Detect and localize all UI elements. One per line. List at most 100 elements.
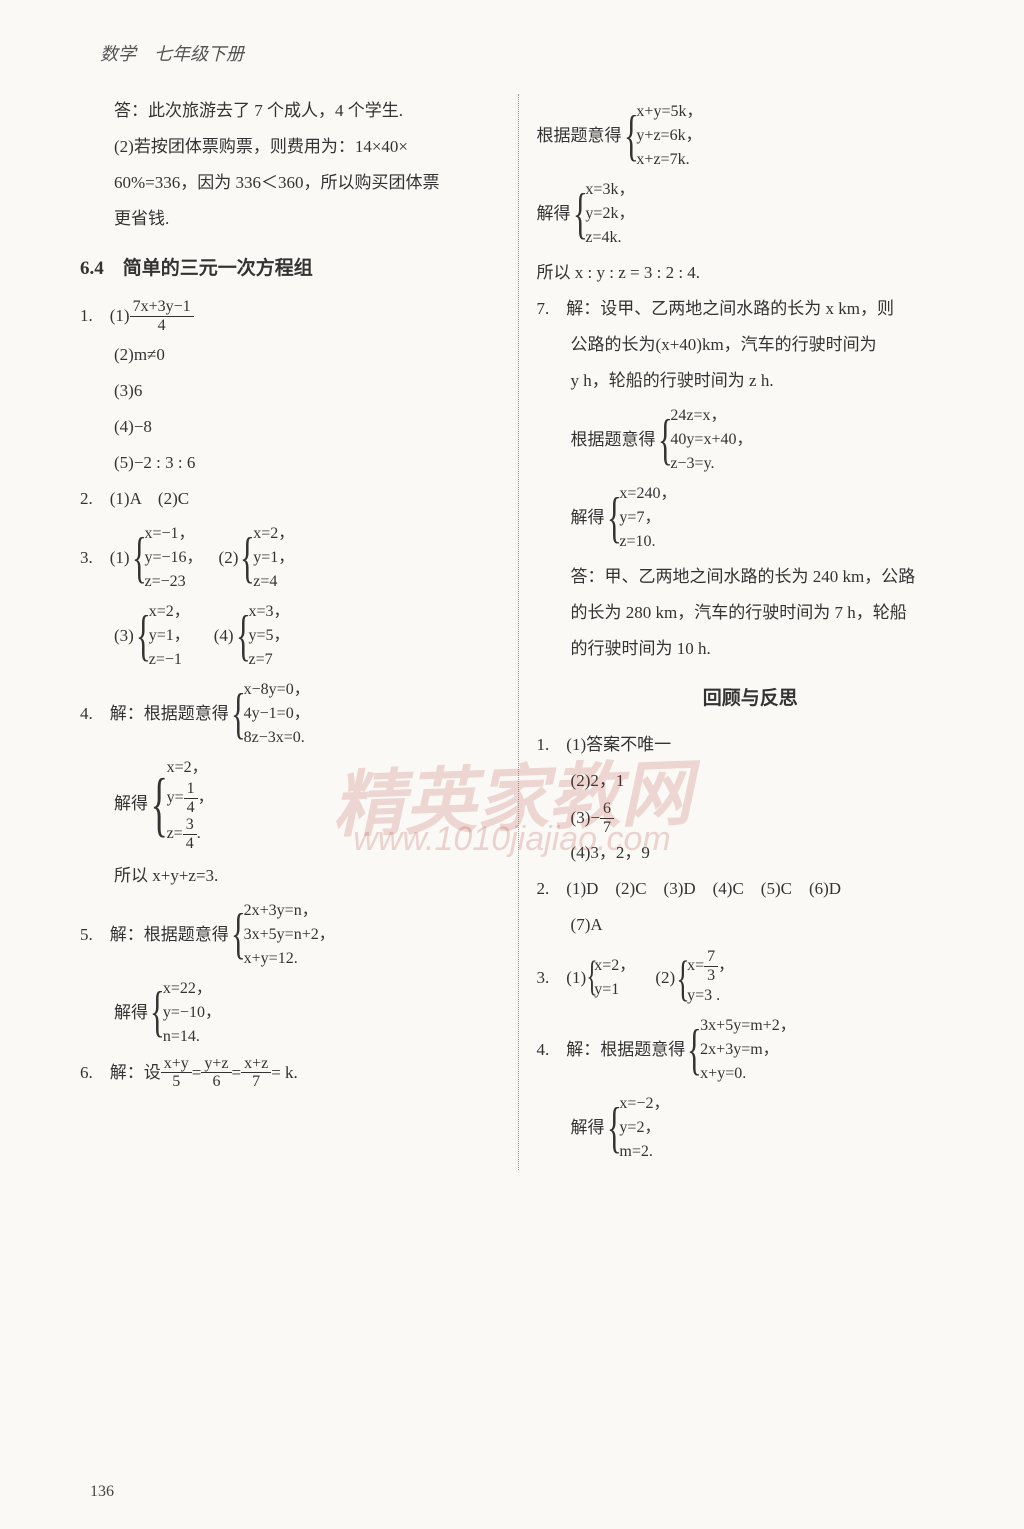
brace-icon: {: [587, 959, 598, 997]
q7-sys: 24z=x， 40y=x+40， z−3=y.: [670, 404, 752, 476]
frac-den: 4: [184, 799, 198, 817]
sys-line: y=1，: [149, 624, 190, 648]
brace-icon: {: [151, 774, 168, 835]
sys-line: 2x+3y=n，: [244, 899, 335, 923]
q7-sys-lead: 根据题意得: [571, 423, 656, 457]
q6-cont-sol: 解得 { x=3k， y=2k， z=4k.: [537, 178, 964, 250]
sys-line: x+y=5k，: [636, 100, 702, 124]
frac: 1 4: [184, 780, 198, 816]
q7-sol-lead: 解得: [571, 501, 605, 535]
frac-num: y+z: [201, 1055, 231, 1074]
sys-line: x=3k，: [585, 178, 634, 202]
sys-line: 24z=x，: [670, 404, 752, 428]
sys-line: x+y=12.: [244, 947, 335, 971]
q6-cont-answer: 所以 x : y : z = 3 : 2 : 4.: [537, 256, 964, 290]
eq: =: [232, 1056, 242, 1090]
rq2: 2. (1)D (2)C (3)D (4)C (5)C (6)D: [537, 872, 964, 906]
q4-lead: 4. 解：根据题意得: [80, 697, 229, 731]
brace-icon: {: [687, 1025, 702, 1075]
q6c-sol-sys: x=3k， y=2k， z=4k.: [585, 178, 634, 250]
brace-icon: {: [231, 909, 246, 959]
q3-lead4: (4): [214, 619, 234, 653]
rq2b: (7)A: [537, 908, 964, 942]
section-title-6-4: 6.4 简单的三元一次方程组: [80, 250, 498, 288]
prev-answer-1: 答：此次旅游去了 7 个成人，4 个学生.: [80, 94, 498, 128]
sys-line: z=−23: [144, 570, 202, 594]
rq3-row: 3. (1) { x=2， y=1 (2) { x= 7 3 ，: [537, 948, 964, 1008]
brace-icon: {: [240, 533, 255, 583]
q5-solution: 解得 { x=22， y=−10， n=14.: [80, 977, 498, 1049]
rq1-3-pre: (3)−: [571, 801, 600, 835]
q5-setup: 5. 解：根据题意得 { 2x+3y=n， 3x+5y=n+2， x+y=12.: [80, 899, 498, 971]
sys-line: x=2，: [149, 600, 190, 624]
frac-den: 7: [241, 1073, 271, 1091]
brace-icon: {: [236, 611, 251, 661]
brace-icon: {: [607, 1103, 622, 1153]
page-number: 136: [90, 1483, 114, 1501]
q7-sol-sys: x=240， y=7， z=10.: [619, 482, 676, 554]
rq1-1: 1. (1)答案不唯一: [537, 728, 964, 762]
review-title: 回顾与反思: [537, 680, 964, 718]
frac-num: x+z: [241, 1055, 271, 1074]
q5-sys: 2x+3y=n， 3x+5y=n+2， x+y=12.: [244, 899, 335, 971]
right-column: 根据题意得 { x+y=5k， y+z=6k， x+z=7k. 解得 { x=3…: [518, 94, 964, 1170]
rq4-setup: 4. 解：根据题意得 { 3x+5y=m+2， 2x+3y=m， x+y=0.: [537, 1014, 964, 1086]
sys-line: x−8y=0，: [244, 678, 310, 702]
sys-line: 3x+5y=m+2，: [700, 1014, 796, 1038]
sys-post: .: [197, 822, 201, 846]
sys-line: y=1，: [253, 546, 294, 570]
sys-line: z=10.: [619, 530, 676, 554]
sys-pre: y=: [167, 786, 184, 810]
sys-line: 40y=x+40，: [670, 428, 752, 452]
brace-icon: {: [132, 533, 147, 583]
left-column: 答：此次旅游去了 7 个成人，4 个学生. (2)若按团体票购票，则费用为：14…: [80, 94, 498, 1170]
q6-f2: y+z 6: [201, 1055, 231, 1091]
sys-line: x+z=7k.: [636, 148, 702, 172]
q1-4: (4)−8: [80, 410, 498, 444]
sys-line: n=14.: [163, 1025, 221, 1049]
q6-sol-lead: 解得: [537, 197, 571, 231]
sys-line: y+z=6k，: [636, 124, 702, 148]
frac-den: 4: [183, 835, 197, 853]
sys-line: x=22，: [163, 977, 221, 1001]
q4-answer: 所以 x+y+z=3.: [80, 859, 498, 893]
sys-line: x=−2，: [619, 1092, 669, 1116]
q7-l3: y h，轮船的行驶时间为 z h.: [537, 364, 964, 398]
content-columns: 答：此次旅游去了 7 个成人，4 个学生. (2)若按团体票购票，则费用为：14…: [80, 94, 964, 1170]
sys-line: z=4k.: [585, 226, 634, 250]
q3-sys4: x=3， y=5， z=7: [248, 600, 289, 672]
sys-line: z−3=y.: [670, 452, 752, 476]
q3-lead3: (3): [114, 619, 134, 653]
sys-line: 4y−1=0，: [244, 702, 310, 726]
frac-den: 5: [161, 1073, 192, 1091]
rq1-4: (4)3，2，9: [537, 836, 964, 870]
q5-lead: 5. 解：根据题意得: [80, 918, 229, 952]
q4-sol-sys: x=2， y= 1 4 ， z= 3 4: [167, 756, 214, 852]
sys-post: ，: [718, 954, 734, 978]
q4-setup: 4. 解：根据题意得 { x−8y=0， 4y−1=0， 8z−3x=0.: [80, 678, 498, 750]
sys-line: y=3 .: [687, 984, 734, 1008]
sys-post: ，: [198, 786, 214, 810]
q6-f3: x+z 7: [241, 1055, 271, 1091]
prev-answer-4: 更省钱.: [80, 202, 498, 236]
q1-3: (3)6: [80, 374, 498, 408]
frac-den: 6: [201, 1073, 231, 1091]
frac-num: 7: [704, 948, 718, 967]
q1-2: (2)m≠0: [80, 338, 498, 372]
sys-line: m=2.: [619, 1140, 669, 1164]
q6-f1: x+y 5: [161, 1055, 192, 1091]
q4-sol-lead: 解得: [114, 787, 148, 821]
page-header: 数学 七年级下册: [80, 40, 964, 66]
q7-solution: 解得 { x=240， y=7， z=10.: [537, 482, 964, 554]
sys-line: y= 1 4 ，: [167, 780, 214, 816]
sys-pre: z=: [167, 822, 183, 846]
sys-line: y=7，: [619, 506, 676, 530]
rq1-3: (3)− 6 7: [537, 800, 964, 836]
q6-lead: 6. 解：设: [80, 1056, 161, 1090]
sys-line: y=−16，: [144, 546, 202, 570]
q7-l1: 7. 解：设甲、乙两地之间水路的长为 x km，则: [537, 292, 964, 326]
brace-icon: {: [231, 689, 246, 739]
q7-a3: 的行驶时间为 10 h.: [537, 632, 964, 666]
frac-den: 7: [600, 819, 614, 837]
q7-setup: 根据题意得 { 24z=x， 40y=x+40， z−3=y.: [537, 404, 964, 476]
